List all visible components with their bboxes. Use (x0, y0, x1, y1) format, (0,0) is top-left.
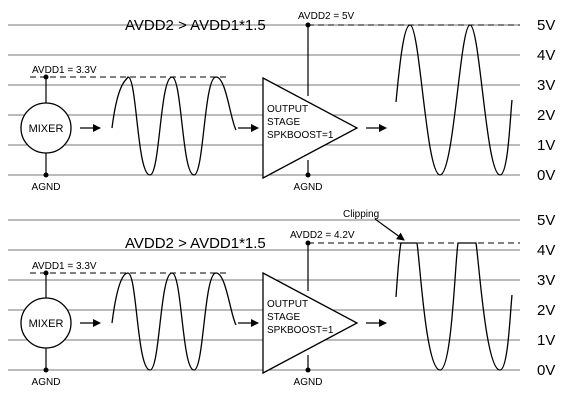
clipped-output-wave (395, 242, 513, 371)
avdd1-label: AVDD1 = 3.3V (32, 65, 97, 76)
axis-label-4v: 4V (537, 242, 555, 259)
mixer-agnd-label: AGND (32, 182, 61, 193)
amp-ground-node (305, 367, 311, 373)
amp-label-line3: SPKBOOST=1 (267, 130, 334, 141)
panel-top: AVDD2 > AVDD1*1.5 5V 4V 3V 2V 1V 0V AVDD… (8, 11, 555, 193)
mixer-ground-node (43, 367, 49, 373)
amp-label-line2: STAGE (267, 117, 300, 128)
amp-supply-node (305, 240, 311, 246)
mixer-label: MIXER (29, 318, 64, 330)
mixer-block (20, 102, 72, 154)
axis-label-3v: 3V (537, 272, 555, 289)
amp-label-line2: STAGE (267, 312, 300, 323)
input-sine-wave (111, 76, 237, 176)
amp-label-line1: OUTPUT (267, 104, 308, 115)
amp-agnd-label: AGND (294, 182, 323, 193)
axis-label-3v: 3V (537, 77, 555, 94)
axis-label-2v: 2V (537, 302, 555, 319)
avdd2-label: AVDD2 = 5V (298, 11, 355, 22)
amp-label-line3: SPKBOOST=1 (267, 325, 334, 336)
axis-label-2v: 2V (537, 107, 555, 124)
axis-label-1v: 1V (537, 137, 555, 154)
axis-label-5v: 5V (537, 212, 555, 229)
axis-label-1v: 1V (537, 332, 555, 349)
voltage-axis-labels: 5V 4V 3V 2V 1V 0V (537, 212, 555, 379)
panel-bottom: AVDD2 > AVDD1*1.5 5V 4V 3V 2V 1V 0V AVDD… (8, 209, 555, 388)
voltage-axis-labels: 5V 4V 3V 2V 1V 0V (537, 17, 555, 184)
mixer-supply-node (43, 270, 49, 276)
amp-supply-node (305, 22, 311, 28)
mixer-ground-node (43, 172, 49, 178)
output-stage-amplifier (262, 271, 359, 375)
axis-label-4v: 4V (537, 47, 555, 64)
axis-label-0v: 0V (537, 362, 555, 379)
amp-ground-node (305, 172, 311, 178)
avdd2-label: AVDD2 = 4.2V (290, 230, 355, 241)
clipping-label: Clipping (343, 209, 379, 220)
panel-title: AVDD2 > AVDD1*1.5 (125, 17, 266, 34)
amp-agnd-label: AGND (294, 377, 323, 388)
clipping-pointer-arrow (374, 218, 405, 241)
output-sine-wave (395, 24, 513, 176)
avdd1-label: AVDD1 = 3.3V (32, 261, 97, 272)
input-sine-wave (111, 272, 237, 371)
axis-label-5v: 5V (537, 17, 555, 34)
mixer-supply-node (43, 74, 49, 80)
axis-label-0v: 0V (537, 167, 555, 184)
mixer-block (20, 297, 72, 349)
mixer-agnd-label: AGND (32, 377, 61, 388)
panel-title: AVDD2 > AVDD1*1.5 (125, 235, 266, 252)
output-stage-amplifier (262, 76, 359, 180)
amp-label-line1: OUTPUT (267, 299, 308, 310)
mixer-label: MIXER (29, 123, 64, 135)
